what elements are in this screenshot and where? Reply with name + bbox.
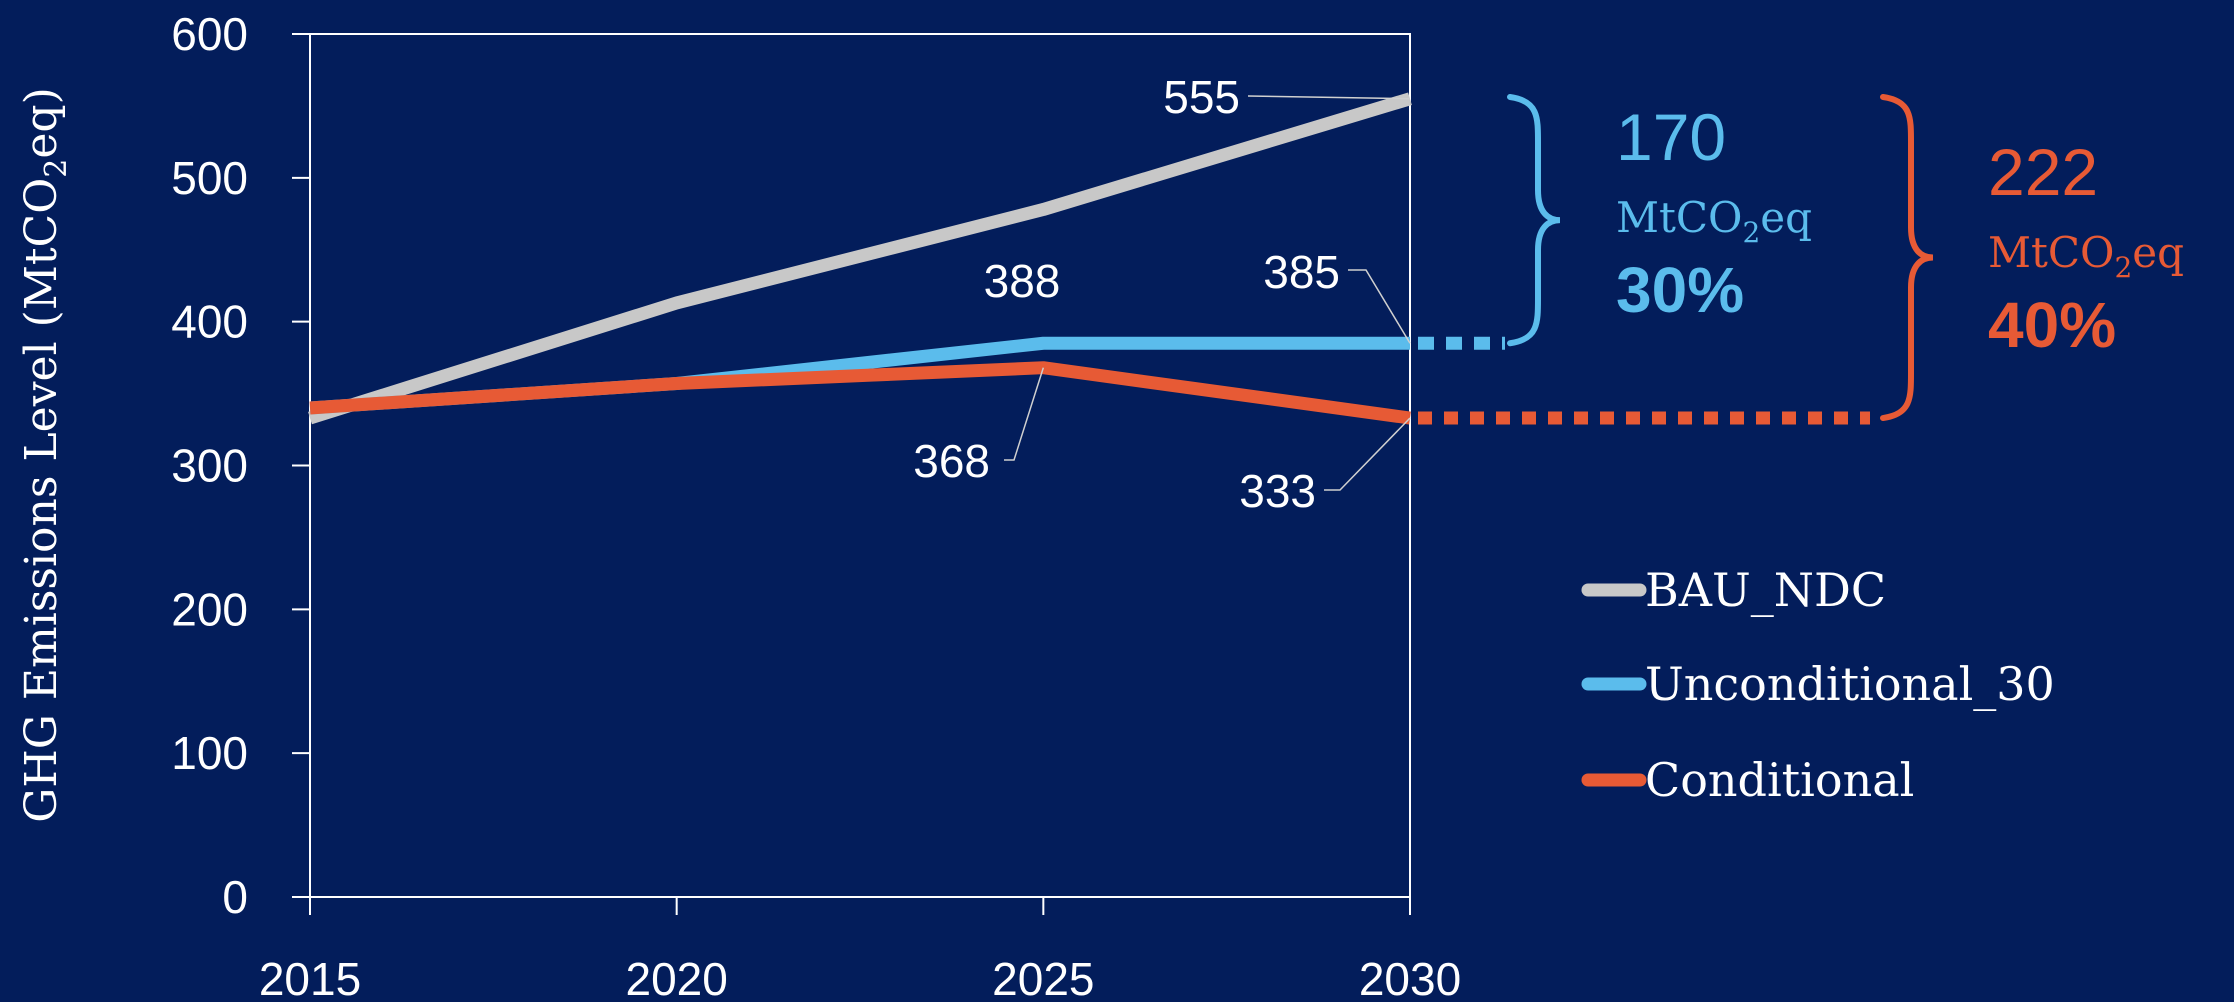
x-tick-label: 2030	[1359, 953, 1461, 1002]
y-tick-label: 600	[171, 8, 248, 60]
data-label-leader-line	[1324, 417, 1411, 491]
y-tick-label: 400	[171, 296, 248, 348]
gap-unit: MtCO2eq	[1616, 193, 1812, 249]
y-tick-label: 0	[222, 871, 248, 923]
y-tick-label: 300	[171, 440, 248, 492]
data-label-leader-line	[1247, 95, 1411, 100]
y-tick-label: 100	[171, 727, 248, 779]
gap-percent: 40%	[1988, 289, 2116, 361]
data-label-leader-line	[1004, 367, 1045, 461]
data-label: 333	[1239, 465, 1316, 517]
y-axis-title: GHG Emissions Level (MtCO2eq)	[16, 87, 74, 823]
data-label: 368	[913, 435, 990, 487]
chart-axes: 0 100 200 300 400 500 600 2015 2020 2025 2030	[171, 8, 1461, 1002]
data-label-leader-line	[1348, 269, 1411, 344]
y-tick-label: 200	[171, 583, 248, 635]
gap-percent: 30%	[1616, 254, 1744, 326]
legend-label: Conditional	[1645, 753, 1914, 807]
chart-series	[308, 92, 1870, 425]
unconditional-gap-brace	[1507, 94, 1561, 347]
gap-unit: MtCO2eq	[1988, 228, 2184, 284]
chart-data-labels: 555 388 385 368 333	[913, 71, 1411, 517]
series-line-bau-ndc	[308, 92, 1412, 425]
data-label: 385	[1263, 246, 1340, 298]
x-tick-label: 2025	[992, 953, 1094, 1002]
chart-legend: BAU_NDC Unconditional_30 Conditional	[1581, 563, 2055, 807]
series-line-conditional	[309, 361, 1411, 425]
x-tick-label: 2020	[625, 953, 727, 1002]
gap-value: 170	[1616, 100, 1726, 174]
x-tick-label: 2015	[259, 953, 361, 1002]
conditional-gap-brace	[1880, 94, 1934, 422]
data-label: 555	[1163, 71, 1240, 123]
gap-value: 222	[1988, 135, 2098, 209]
y-tick-label: 500	[171, 152, 248, 204]
legend-label: BAU_NDC	[1645, 563, 1886, 617]
legend-label: Unconditional_30	[1645, 657, 2055, 711]
data-label: 388	[984, 255, 1061, 307]
